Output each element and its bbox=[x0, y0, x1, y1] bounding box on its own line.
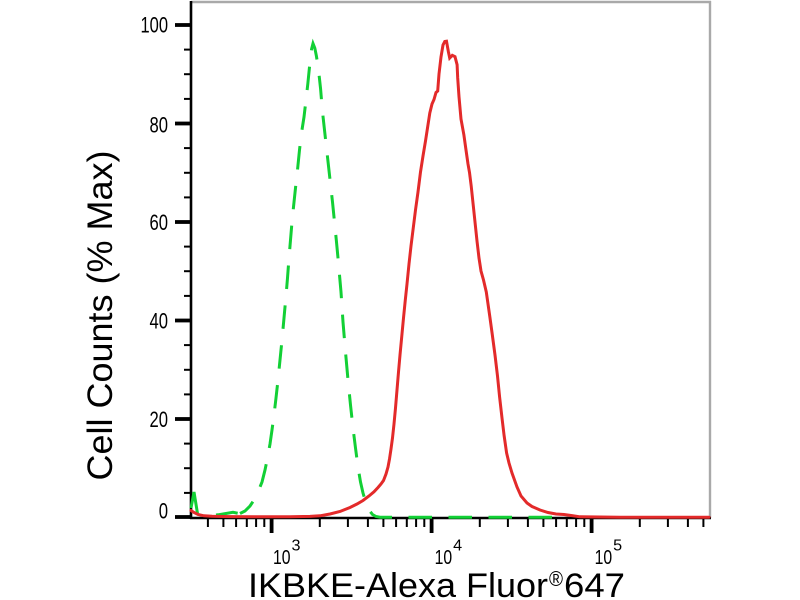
svg-text:10: 10 bbox=[435, 547, 453, 569]
svg-text:3: 3 bbox=[292, 538, 301, 555]
svg-text:40: 40 bbox=[150, 308, 169, 333]
svg-text:100: 100 bbox=[141, 13, 169, 38]
svg-text:10: 10 bbox=[273, 547, 291, 569]
svg-text:20: 20 bbox=[150, 407, 169, 432]
svg-text:60: 60 bbox=[150, 210, 169, 235]
svg-text:IKBKE-Alexa Fluor: IKBKE-Alexa Fluor bbox=[248, 567, 548, 600]
svg-text:10: 10 bbox=[595, 547, 613, 569]
svg-text:Cell Counts (% Max): Cell Counts (% Max) bbox=[81, 151, 120, 481]
svg-text:5: 5 bbox=[613, 538, 622, 555]
svg-text:80: 80 bbox=[150, 112, 169, 137]
svg-text:®: ® bbox=[549, 568, 563, 591]
svg-text:4: 4 bbox=[453, 538, 462, 555]
svg-text:647: 647 bbox=[564, 567, 625, 600]
svg-text:0: 0 bbox=[159, 498, 168, 523]
